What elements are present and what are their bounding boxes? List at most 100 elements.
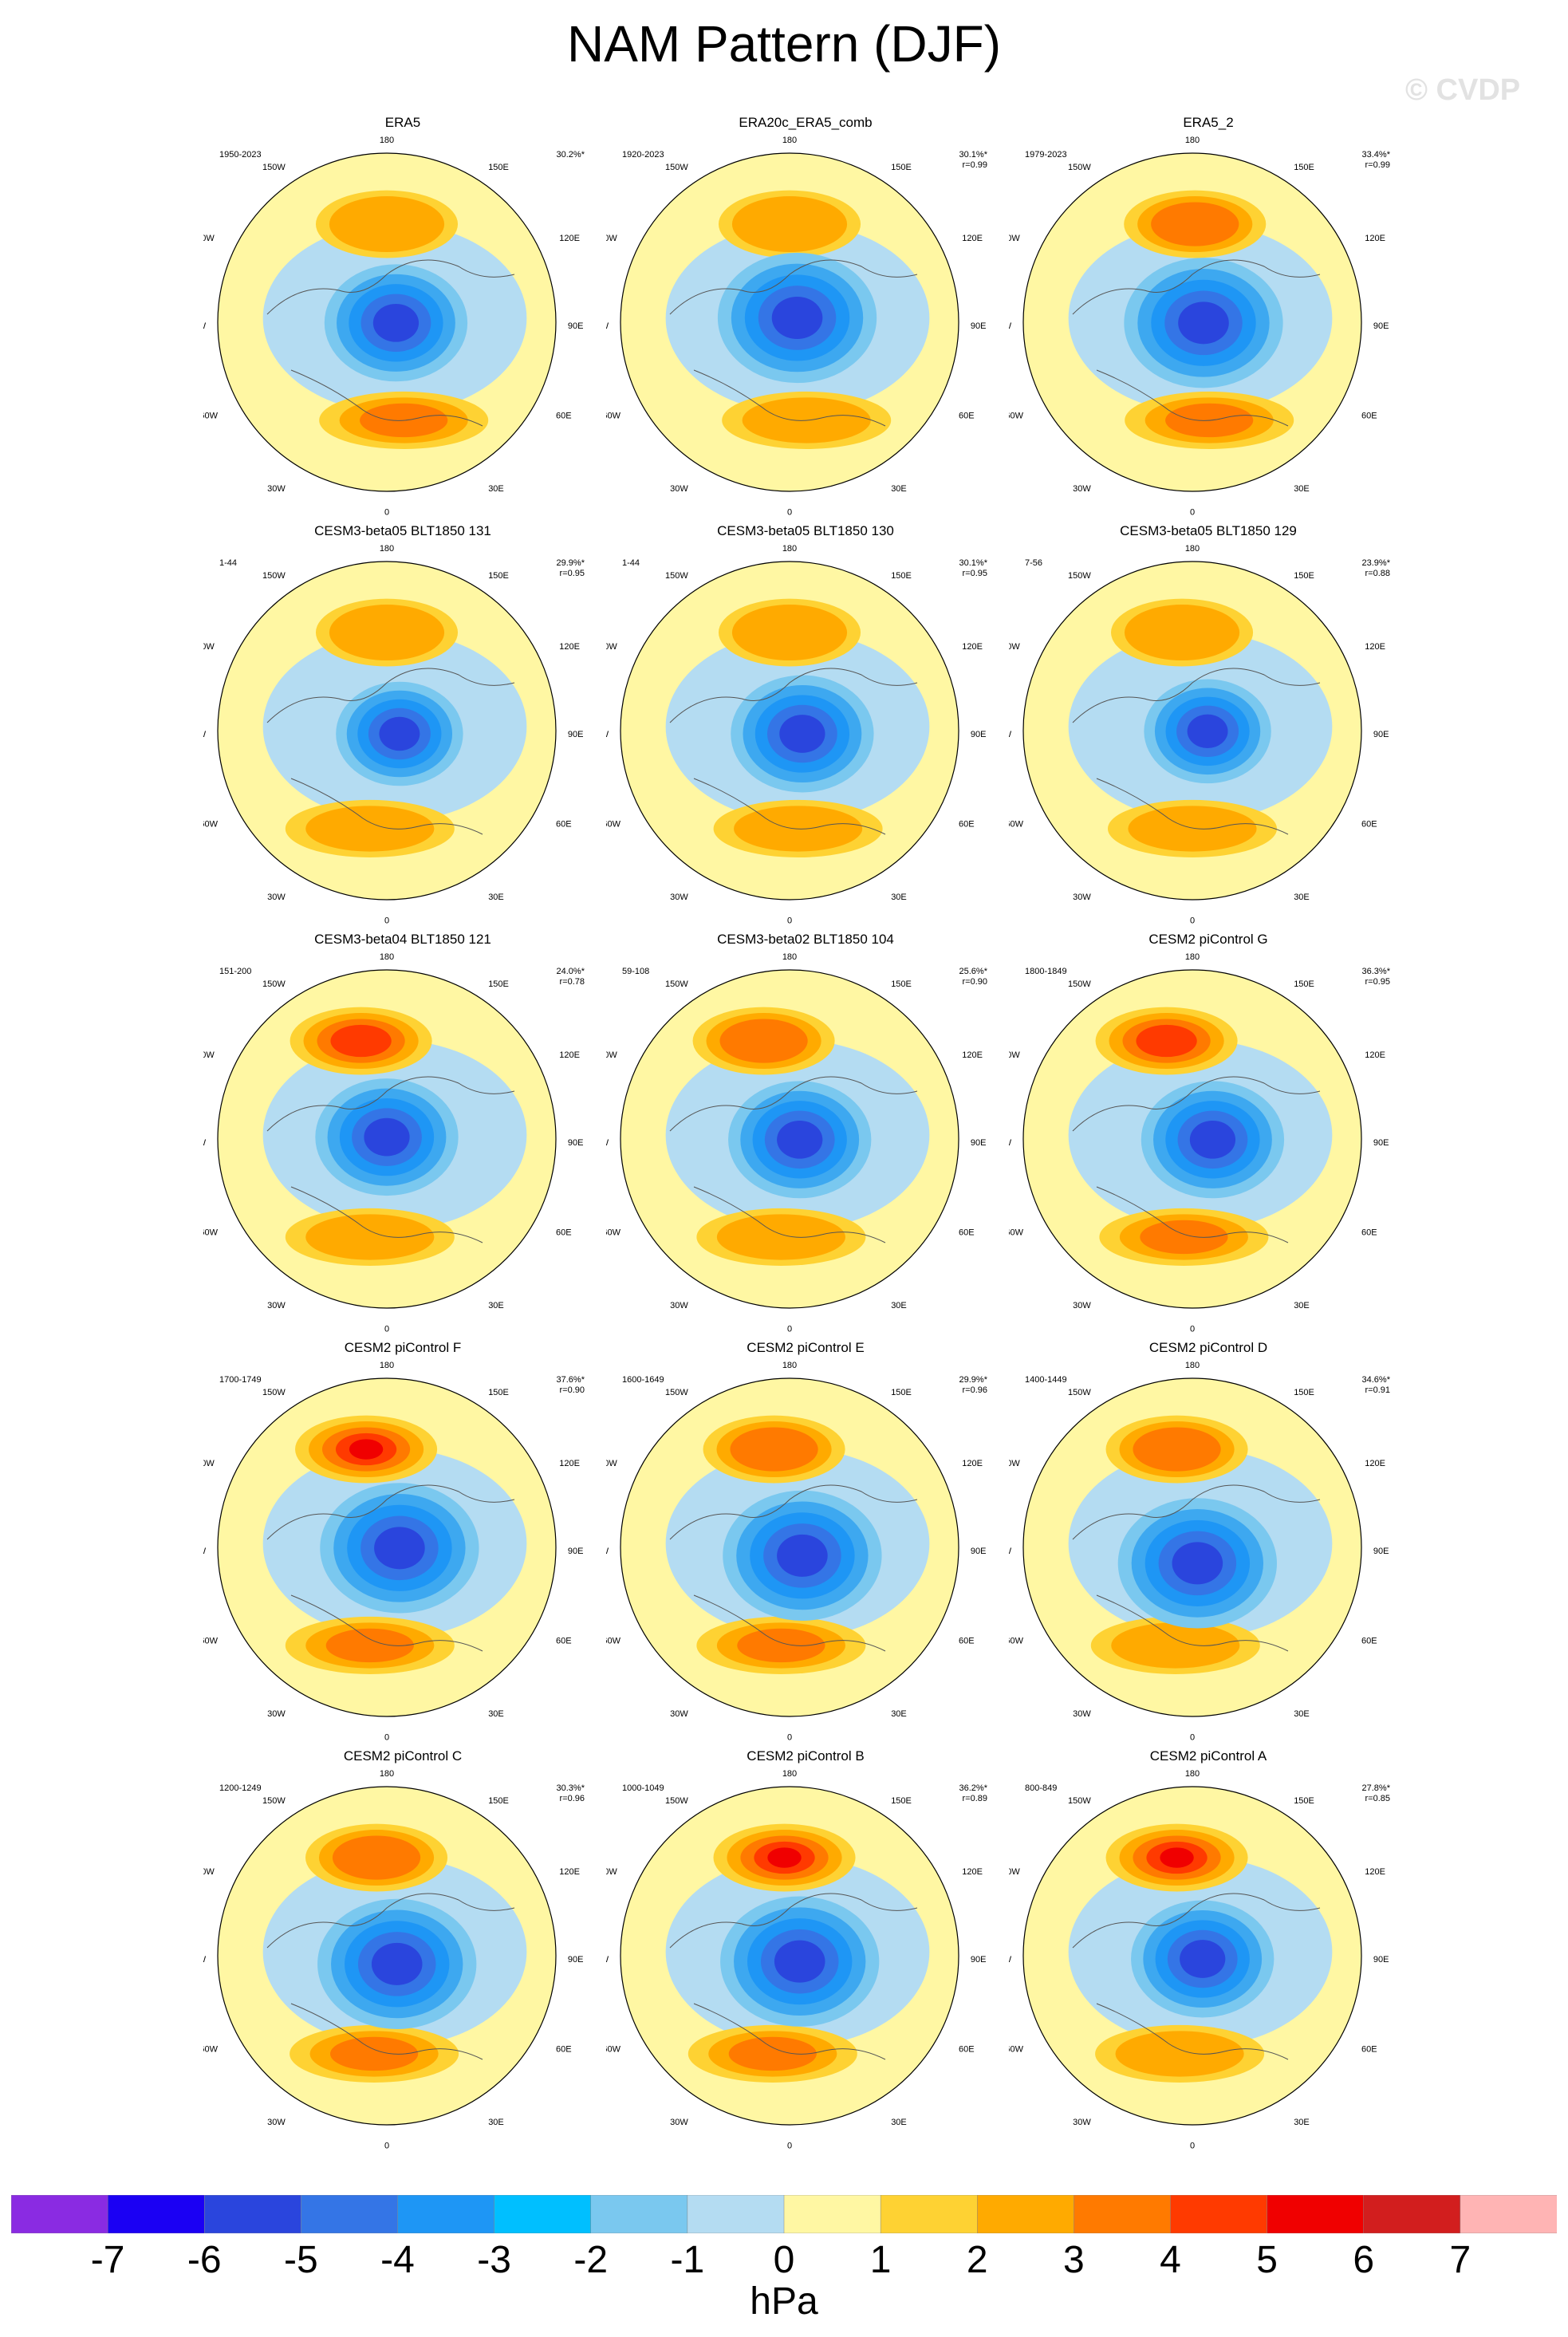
- longitude-label: 180: [380, 1361, 394, 1370]
- arctic-negative-anomaly: [777, 1534, 828, 1577]
- panel-title: CESM3-beta05 BLT1850 129: [1120, 523, 1297, 538]
- longitude-label: 90W: [606, 730, 609, 739]
- longitude-label: 90W: [203, 1547, 207, 1556]
- atlantic-positive-anomaly: [1115, 2031, 1244, 2077]
- panel-pct-variance: 30.2%*: [556, 150, 585, 160]
- panel-title: ERA20c_ERA5_comb: [739, 115, 873, 130]
- figure-title: NAM Pattern (DJF): [566, 15, 1002, 73]
- longitude-label: 60E: [959, 2045, 975, 2055]
- panel-title: ERA5: [384, 115, 421, 130]
- longitude-label: 60E: [1361, 2045, 1377, 2055]
- panel-pattern-correlation: r=0.90: [559, 1385, 585, 1395]
- colorbar-swatch: [204, 2195, 302, 2233]
- longitude-label: 150W: [262, 1388, 286, 1397]
- panel-variance-stats: 30.1%* r=0.99: [959, 150, 987, 171]
- pacific-positive-anomaly: [329, 605, 445, 661]
- longitude-label: 90E: [568, 730, 584, 739]
- longitude-label: 30E: [1294, 2118, 1310, 2127]
- longitude-label: 90W: [1009, 1955, 1012, 1965]
- map-border: [1022, 152, 1362, 492]
- arctic-negative-anomaly: [1189, 1120, 1236, 1159]
- longitude-label: 90E: [568, 1138, 584, 1148]
- longitude-label: 60E: [1361, 820, 1377, 830]
- polar-map: 180 0 150W 150E 120W 120E 90W 90E 60W 60E 30W 30E: [203, 1361, 583, 1742]
- panel-period: 800-849: [1025, 1783, 1058, 1793]
- map-border: [217, 969, 557, 1309]
- panel-pct-variance: 30.1%*: [959, 558, 987, 568]
- panel-period: 151-200: [219, 967, 252, 976]
- colorbar-swatch: [11, 2195, 108, 2233]
- polar-map: 180 0 150W 150E 120W 120E 90W 90E 60W 60E 30W 30E: [203, 544, 584, 925]
- panel-pct-variance: 36.2%*: [959, 1783, 987, 1793]
- longitude-label: 150W: [1068, 163, 1091, 172]
- panel-pct-variance: 37.6%*: [556, 1375, 585, 1385]
- longitude-label: 150E: [1294, 163, 1314, 172]
- pacific-positive-anomaly: [767, 1847, 802, 1868]
- colorbar-tick-label: 4: [1160, 2239, 1181, 2281]
- panel-title: CESM2 piControl G: [1148, 932, 1268, 947]
- polar-map: 180 0 150W 150E 120W 120E 90W 90E 60W 60E 30W 30E: [203, 136, 583, 517]
- colorbar-tick-label: -4: [380, 2239, 415, 2281]
- longitude-label: 120W: [1009, 642, 1020, 652]
- longitude-label: 90E: [971, 1547, 987, 1556]
- longitude-label: 30W: [670, 484, 688, 494]
- panel-period: 7-56: [1025, 558, 1043, 568]
- colorbar-tick-label: -1: [670, 2239, 705, 2281]
- pacific-positive-anomaly: [330, 1024, 392, 1058]
- colorbar-tick-label: -2: [573, 2239, 609, 2281]
- longitude-label: 150W: [262, 163, 286, 172]
- polar-map: 180 0 150W 150E 120W 120E 90W 90E 60W 60E 30W 30E: [606, 952, 986, 1334]
- panel-pattern-correlation: r=0.88: [1365, 569, 1391, 578]
- longitude-label: 120E: [962, 1050, 983, 1060]
- colorbar-tick-label: 1: [869, 2239, 892, 2281]
- map-panel: CESM3-beta02 BLT1850 104 59-108 25.6%* r=0.…: [606, 932, 1005, 1340]
- longitude-label: 150E: [1294, 571, 1314, 581]
- longitude-label: 60E: [556, 1637, 572, 1646]
- longitude-label: 90W: [203, 730, 207, 739]
- polar-map: 180 0 150W 150E 120W 120E 90W 90E 60W 60E 30W 30E: [606, 1769, 986, 2150]
- colorbar-tick-label: -6: [187, 2239, 222, 2281]
- longitude-label: 90E: [971, 730, 987, 739]
- coastline: [669, 668, 918, 835]
- longitude-label: 0: [384, 916, 389, 925]
- arctic-negative-anomaly: [371, 1942, 423, 1985]
- longitude-label: 120W: [606, 1459, 617, 1468]
- atlantic-positive-anomaly: [737, 1628, 825, 1663]
- arctic-negative-anomaly: [771, 296, 823, 339]
- longitude-label: 90W: [1009, 1138, 1012, 1148]
- longitude-label: 60W: [606, 1637, 621, 1646]
- longitude-label: 180: [782, 544, 797, 554]
- longitude-label: 0: [787, 1324, 792, 1334]
- longitude-label: 150E: [488, 163, 509, 172]
- pacific-positive-anomaly: [731, 196, 848, 253]
- longitude-label: 120W: [606, 1050, 617, 1060]
- panel-pct-variance: 36.3%*: [1361, 967, 1390, 976]
- colorbar-swatch: [977, 2195, 1075, 2233]
- longitude-label: 30E: [1294, 1301, 1310, 1310]
- pacific-positive-anomaly: [1151, 202, 1239, 246]
- longitude-label: 120W: [1009, 1459, 1020, 1468]
- longitude-label: 30W: [267, 484, 286, 494]
- longitude-label: 150E: [488, 1388, 509, 1397]
- longitude-label: 90E: [1373, 1547, 1389, 1556]
- longitude-label: 90E: [1373, 321, 1389, 331]
- panel-period: 1200-1249: [219, 1783, 262, 1793]
- longitude-label: 60E: [1361, 1637, 1377, 1646]
- map-border: [1022, 969, 1362, 1309]
- polar-map: 180 0 150W 150E 120W 120E 90W 90E 60W 60E 30W 30E: [1009, 544, 1389, 925]
- coastline: [1072, 1076, 1321, 1243]
- longitude-label: 60E: [959, 412, 975, 421]
- arctic-negative-anomaly: [1180, 1940, 1226, 1978]
- longitude-label: 120E: [1365, 1867, 1385, 1877]
- polar-map: 180 0 150W 150E 120W 120E 90W 90E 60W 60E 30W 30E: [203, 1769, 583, 2150]
- panel-pct-variance: 30.3%*: [556, 1783, 585, 1793]
- longitude-label: 120E: [962, 1867, 983, 1877]
- longitude-label: 60W: [1009, 820, 1024, 830]
- coastline: [266, 1076, 515, 1243]
- longitude-label: 180: [782, 1769, 797, 1779]
- longitude-label: 90W: [606, 1547, 609, 1556]
- colorbar-tick-label: 3: [1063, 2239, 1085, 2281]
- arctic-negative-anomaly: [1172, 1542, 1223, 1585]
- longitude-label: 0: [787, 916, 792, 925]
- coastline: [669, 1893, 918, 2060]
